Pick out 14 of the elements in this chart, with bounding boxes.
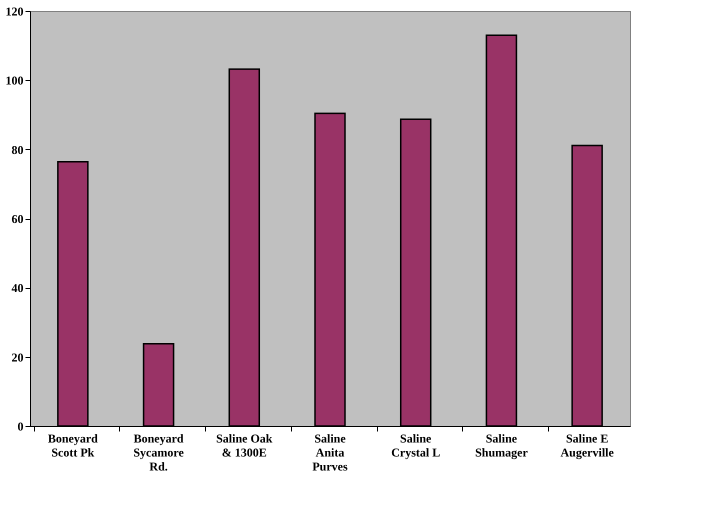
- x-tick-label: Saline Oak & 1300E: [216, 432, 273, 460]
- x-tick-label: Saline E Augerville: [560, 432, 614, 460]
- y-tick-label: 120: [6, 4, 24, 18]
- y-tick-label: 60: [12, 212, 24, 226]
- x-tick-label: Saline Anita Purves: [312, 432, 348, 474]
- y-tick-label: 20: [12, 350, 24, 364]
- x-tick-label: Saline Shumager: [475, 432, 528, 460]
- x-tick-label: Boneyard Sycamore Rd.: [133, 432, 184, 474]
- x-tick-label: Saline Crystal L: [391, 432, 440, 460]
- y-tick-label: 0: [18, 420, 24, 434]
- y-tick-label: 100: [6, 74, 24, 88]
- y-tick-label: 80: [12, 142, 24, 157]
- x-tick-label: Boneyard Scott Pk: [48, 432, 98, 460]
- y-tick-label: 40: [12, 281, 24, 296]
